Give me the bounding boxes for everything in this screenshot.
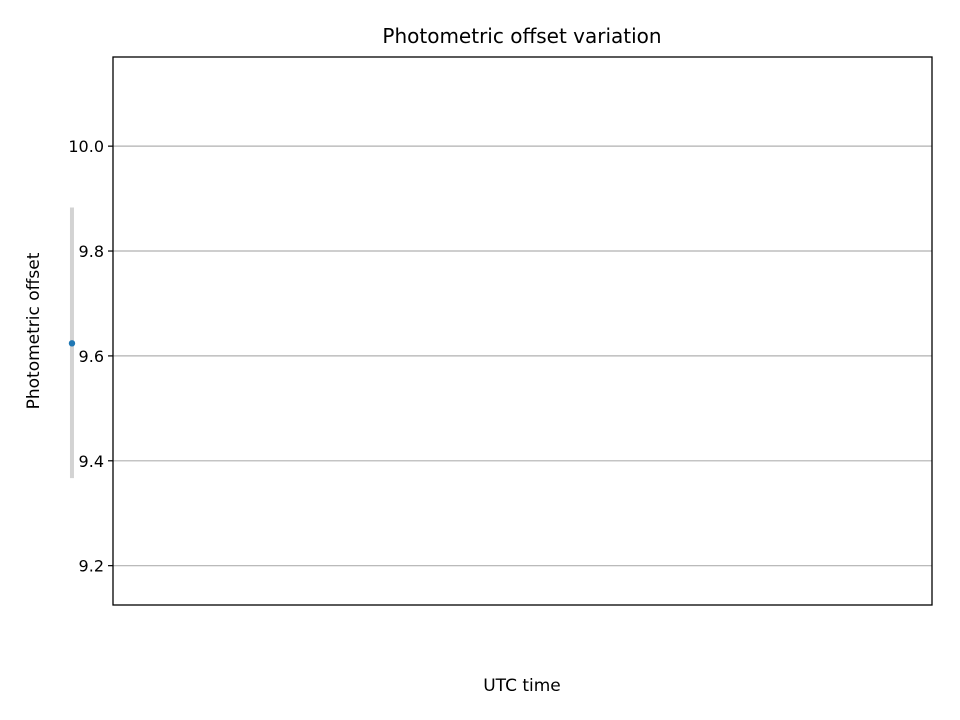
y-tick-label: 9.4 [79, 452, 104, 471]
y-tick-label: 9.8 [79, 242, 104, 261]
y-tick-label: 9.6 [79, 347, 104, 366]
grid [113, 145, 932, 567]
y-axis-title: Photometric offset [24, 252, 44, 409]
axis-ticks: 18:0020:0022:0000:0002:0004:0006:009.29.… [68, 137, 113, 576]
x-axis-title: UTC time [483, 676, 561, 696]
chart-title: Photometric offset variation [382, 24, 661, 48]
data-points [68, 340, 76, 347]
y-tick-label: 10.0 [68, 137, 104, 156]
plot-frame [112, 56, 933, 606]
data-point [68, 340, 76, 347]
y-tick-label: 9.2 [79, 557, 104, 576]
